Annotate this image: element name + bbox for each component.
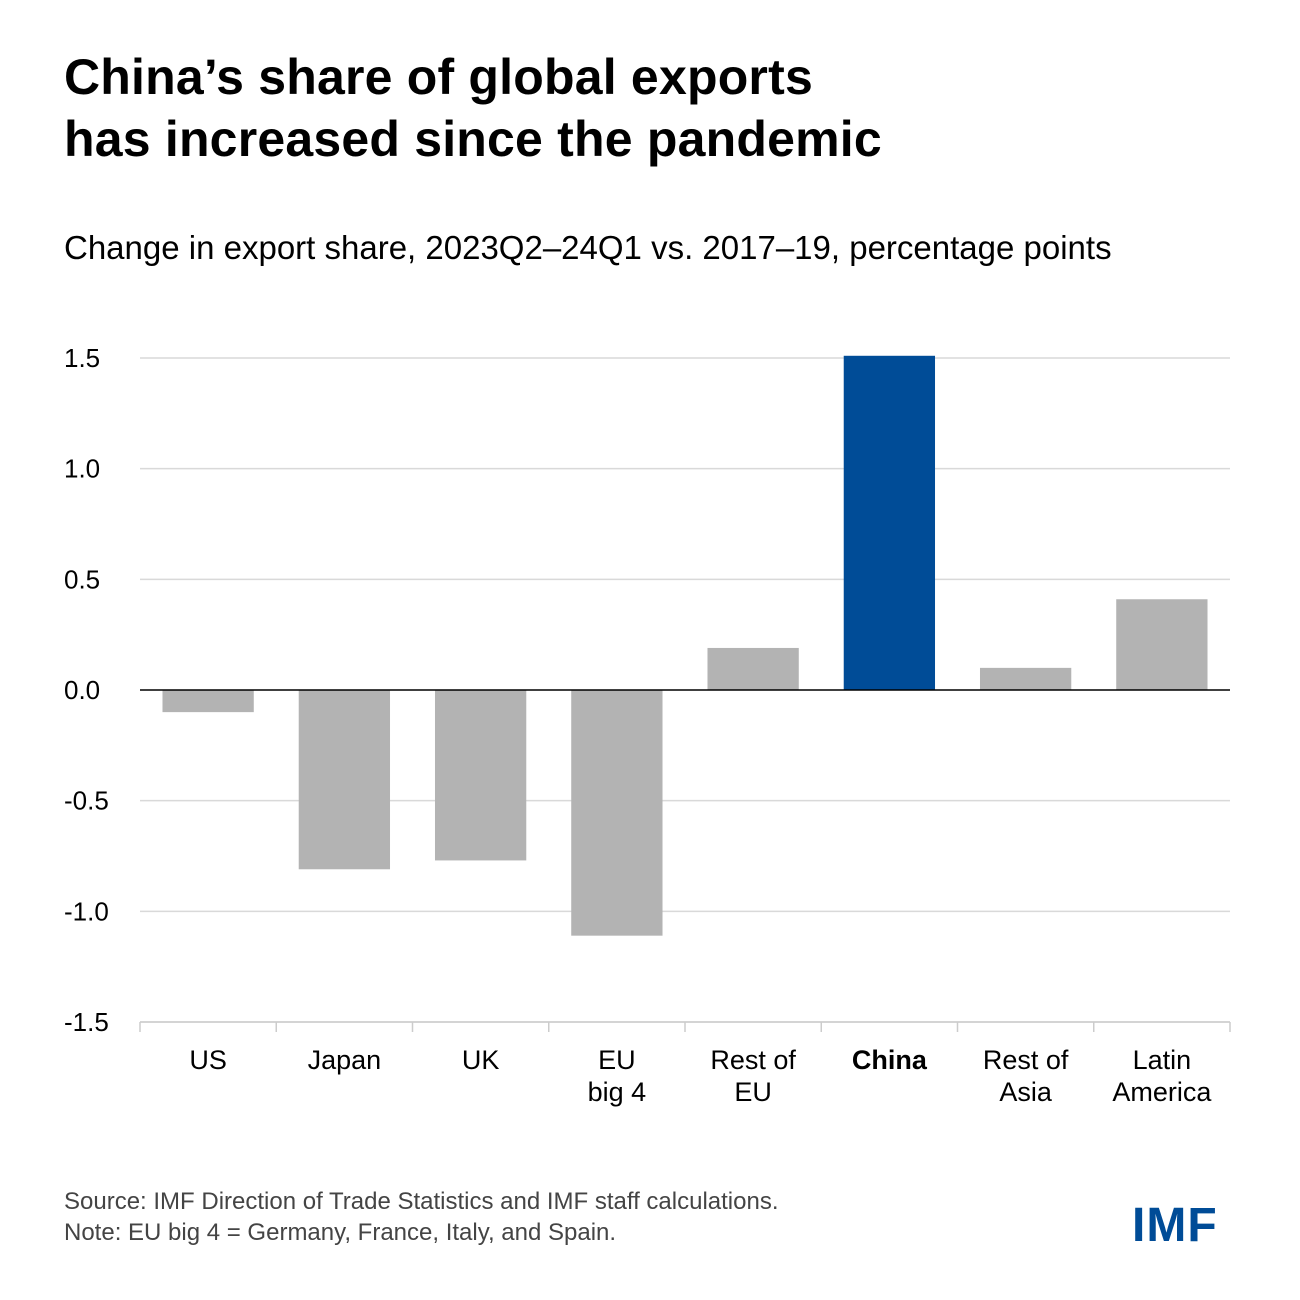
bar — [162, 690, 254, 713]
bar — [843, 355, 936, 690]
definition-note: Note: EU big 4 = Germany, France, Italy,… — [64, 1219, 617, 1246]
chart-title: China’s share of global exports has incr… — [64, 46, 1244, 170]
bar — [571, 690, 663, 936]
y-tick-label: 0.0 — [64, 675, 100, 705]
x-category-label: Rest of Asia — [983, 1045, 1069, 1107]
bars — [162, 355, 1208, 936]
chart-footer: Source: IMF Direction of Trade Statistic… — [64, 1186, 1064, 1248]
bar — [707, 647, 799, 690]
x-category-label: UK — [462, 1045, 500, 1075]
chart-title-line-1: China’s share of global exports — [64, 49, 813, 105]
y-tick-label: 0.5 — [64, 564, 100, 594]
x-category-label: Latin America — [1112, 1045, 1212, 1107]
y-tick-label: 1.0 — [64, 454, 100, 484]
bar — [434, 690, 527, 861]
x-category-label: US — [189, 1045, 227, 1075]
bar — [979, 667, 1072, 690]
x-axis-category-labels: US Japan UK EU big 4 Rest of EU China Rest of Asi… — [189, 1045, 1212, 1107]
x-category-label: Rest of EU — [710, 1045, 796, 1107]
x-category-label: Japan — [308, 1045, 382, 1075]
x-category-label: EU big 4 — [588, 1045, 647, 1107]
y-axis-tick-labels: 1.5 1.0 0.5 0.0 -0.5 -1.0 -1.5 — [64, 343, 109, 1037]
x-axis — [139, 689, 1231, 1032]
bar — [1116, 599, 1208, 690]
x-category-label: China — [852, 1045, 928, 1075]
y-tick-label: -1.5 — [64, 1007, 109, 1037]
imf-logo: IMF — [1132, 1199, 1218, 1252]
source-note: Source: IMF Direction of Trade Statistic… — [64, 1188, 779, 1215]
y-tick-label: 1.5 — [64, 343, 100, 373]
y-tick-label: -1.0 — [64, 896, 109, 926]
y-tick-label: -0.5 — [64, 786, 109, 816]
bar — [298, 690, 391, 870]
chart-subtitle: Change in export share, 2023Q2–24Q1 vs. … — [64, 229, 1112, 266]
chart-title-line-2: has increased since the pandemic — [64, 111, 882, 167]
